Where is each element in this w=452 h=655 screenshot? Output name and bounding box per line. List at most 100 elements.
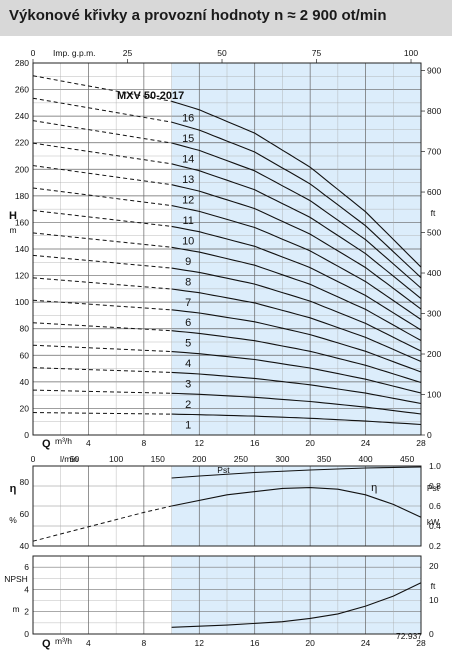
y-right-tick-label: 0.6 <box>429 501 441 511</box>
stage-curve <box>171 121 422 279</box>
x-top-tick-label: 100 <box>109 454 123 464</box>
power-curve <box>171 466 422 479</box>
power-series-label: Pst <box>217 465 230 475</box>
x-top-tick-label: 100 <box>404 48 418 58</box>
stage-curve-dashed <box>32 344 172 353</box>
y-tick-label: 4 <box>24 584 29 594</box>
stage-curve <box>171 100 422 268</box>
stage-label: 5 <box>185 338 191 350</box>
stage-curve <box>171 288 422 363</box>
x-top-tick-label: 0 <box>31 48 36 58</box>
y-tick-label: 200 <box>15 164 29 174</box>
x-tick-label: 20 <box>305 438 315 448</box>
x-tick-label: 12 <box>195 438 205 448</box>
y-axis-unit: % <box>9 515 17 525</box>
stage-label: 2 <box>185 399 191 411</box>
head-chart: 0204060801001201401601802002202402602800… <box>9 48 441 450</box>
stage-label: 6 <box>185 317 191 329</box>
stage-curve-dashed <box>32 97 172 123</box>
efficiency-chart: 0 50 100 150 200 250 300 350 400 450 l/min 40 60 80 0.… <box>9 454 441 551</box>
stage-curve <box>171 225 422 331</box>
stage-curve-dashed <box>32 187 172 207</box>
stage-label: 11 <box>182 215 193 227</box>
x-top-tick-label: 0 <box>31 454 36 464</box>
x-top-tick-label: 400 <box>358 454 372 464</box>
x-top-tick-label: 50 <box>70 454 80 464</box>
y-axis-unit: m <box>12 604 19 614</box>
y-right-tick-label: 1.0 <box>429 461 441 471</box>
operating-range-shade <box>171 556 421 634</box>
x-top-tick-label: 300 <box>275 454 289 464</box>
y-right-tick-label: 500 <box>427 228 441 238</box>
stage-curve-dashed <box>32 277 172 290</box>
y-tick-label: 160 <box>15 217 29 227</box>
y-tick-label: 80 <box>20 324 30 334</box>
y-tick-label: 120 <box>15 271 29 281</box>
stage-curve <box>171 330 422 384</box>
stage-curve <box>171 163 422 300</box>
y-tick-label: 260 <box>15 85 29 95</box>
y-tick-label: 60 <box>20 350 30 360</box>
stage-curve-dashed <box>32 75 172 102</box>
x-tick-label: 4 <box>86 638 91 648</box>
stage-label: 3 <box>185 379 191 391</box>
stage-curve <box>171 392 422 415</box>
y-tick-label: 60 <box>20 509 30 519</box>
x-top-axis-label: Imp. g.p.m. <box>53 48 96 58</box>
x-top-tick-label: 350 <box>317 454 331 464</box>
y-tick-label: 220 <box>15 138 29 148</box>
y-tick-label: 20 <box>20 403 30 413</box>
x-axis-label: Q <box>42 438 51 450</box>
y-axis-unit: m <box>9 225 16 235</box>
x-top-tick-label: 50 <box>217 48 227 58</box>
stage-curve-dashed <box>32 142 172 165</box>
stage-curve-dashed <box>32 209 172 227</box>
y-right-tick-label: 0.4 <box>429 521 441 531</box>
y-right-label: Pst <box>427 483 440 493</box>
efficiency-curve <box>171 487 422 518</box>
stage-curve-dashed <box>32 165 172 186</box>
x-axis-unit: m³/h <box>55 636 72 646</box>
stage-curve-dashed <box>32 389 172 394</box>
y-right-tick-label: 0 <box>429 629 434 639</box>
x-tick-label: 20 <box>305 638 315 648</box>
chart-title: Výkonové křivky a provozní hodnoty n ≈ 2… <box>9 7 387 24</box>
title-bar: Výkonové křivky a provozní hodnoty n ≈ 2… <box>0 0 452 36</box>
y-right-tick-label: 600 <box>427 187 441 197</box>
y-right-tick-label: 800 <box>427 106 441 116</box>
stage-label: 14 <box>182 154 194 166</box>
stage-label: 12 <box>182 194 194 206</box>
x-top-tick-label: 250 <box>234 454 248 464</box>
y-axis-label: NPSH <box>4 574 28 584</box>
stage-curve <box>171 309 422 373</box>
stage-curve <box>171 142 422 289</box>
x-tick-label: 24 <box>361 438 371 448</box>
y-tick-label: 80 <box>20 477 30 487</box>
y-right-tick-label: 300 <box>427 309 441 319</box>
stage-label: 10 <box>182 235 194 247</box>
x-axis-unit: m³/h <box>55 436 72 446</box>
x-top-tick-label: 25 <box>123 48 133 58</box>
y-tick-label: 0 <box>24 430 29 440</box>
y-right-tick-label: 100 <box>427 390 441 400</box>
y-right-tick-label: 0.8 <box>429 481 441 491</box>
y-tick-label: 140 <box>15 244 29 254</box>
x-top-tick-label: 450 <box>400 454 414 464</box>
x-top-tick-label: 150 <box>151 454 165 464</box>
stage-curve-dashed <box>32 367 172 373</box>
x-tick-label: 16 <box>250 638 260 648</box>
stage-curve <box>171 205 422 320</box>
stage-curve <box>171 351 422 394</box>
y-tick-label: 280 <box>15 58 29 68</box>
y-tick-label: 180 <box>15 191 29 201</box>
stage-curve <box>171 371 422 405</box>
stage-curve <box>171 184 422 310</box>
y-tick-label: 6 <box>24 562 29 572</box>
stage-curve-dashed <box>32 322 172 332</box>
stage-label: 9 <box>185 256 191 268</box>
y-right-tick-label: 700 <box>427 147 441 157</box>
x-tick-label: 28 <box>416 638 426 648</box>
plot-frame <box>32 62 422 436</box>
